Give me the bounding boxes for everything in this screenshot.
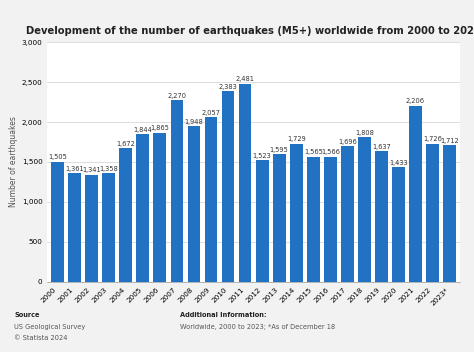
Text: 1,433: 1,433 [389,160,408,166]
Text: © Statista 2024: © Statista 2024 [14,335,68,341]
Bar [154,133,166,282]
Text: 1,948: 1,948 [184,119,203,125]
Text: 2,206: 2,206 [406,98,425,104]
Text: 2,057: 2,057 [201,110,220,116]
Bar [188,126,201,282]
Bar [341,146,354,282]
Y-axis label: Number of earthquakes: Number of earthquakes [9,117,18,207]
Bar [68,173,81,282]
Text: 1,595: 1,595 [270,147,289,153]
Text: Additional Information:: Additional Information: [180,312,267,318]
Bar [85,175,98,282]
Text: Worldwide, 2000 to 2023; *As of December 18: Worldwide, 2000 to 2023; *As of December… [180,324,335,330]
Text: 1,726: 1,726 [423,137,442,143]
Text: 1,672: 1,672 [116,141,135,147]
Bar [137,134,149,282]
Text: 1,523: 1,523 [253,153,272,159]
Text: US Geological Survey: US Geological Survey [14,324,85,330]
Text: 1,808: 1,808 [355,130,374,136]
Bar [392,167,405,282]
Bar [358,137,371,282]
Text: 1,358: 1,358 [100,166,118,172]
Text: 2,270: 2,270 [167,93,186,99]
Text: 1,505: 1,505 [48,154,67,160]
Bar [307,157,319,282]
Text: 1,341: 1,341 [82,167,101,173]
Bar [102,173,115,282]
Bar [222,92,235,282]
Bar [273,154,285,282]
Text: Source: Source [14,312,40,318]
Bar [324,157,337,282]
Bar [51,162,64,282]
Bar [171,100,183,282]
Bar [290,144,302,282]
Bar [119,148,132,282]
Text: 1,729: 1,729 [287,136,306,142]
Bar [443,145,456,282]
Text: 1,865: 1,865 [150,125,169,131]
Text: 1,712: 1,712 [440,138,459,144]
Bar [409,106,422,282]
Bar [426,144,439,282]
Text: 1,566: 1,566 [321,149,340,155]
Text: 2,481: 2,481 [236,76,255,82]
Bar [255,160,268,282]
Text: 1,844: 1,844 [133,127,152,133]
Bar [239,84,252,282]
Text: 2,383: 2,383 [219,84,237,90]
Text: 1,637: 1,637 [372,144,391,150]
Bar [205,118,218,282]
Text: 1,565: 1,565 [304,149,323,155]
Text: 1,696: 1,696 [338,139,357,145]
Bar [375,151,388,282]
Title: Development of the number of earthquakes (M5+) worldwide from 2000 to 2023: Development of the number of earthquakes… [26,26,474,36]
Text: 1,361: 1,361 [65,165,84,171]
